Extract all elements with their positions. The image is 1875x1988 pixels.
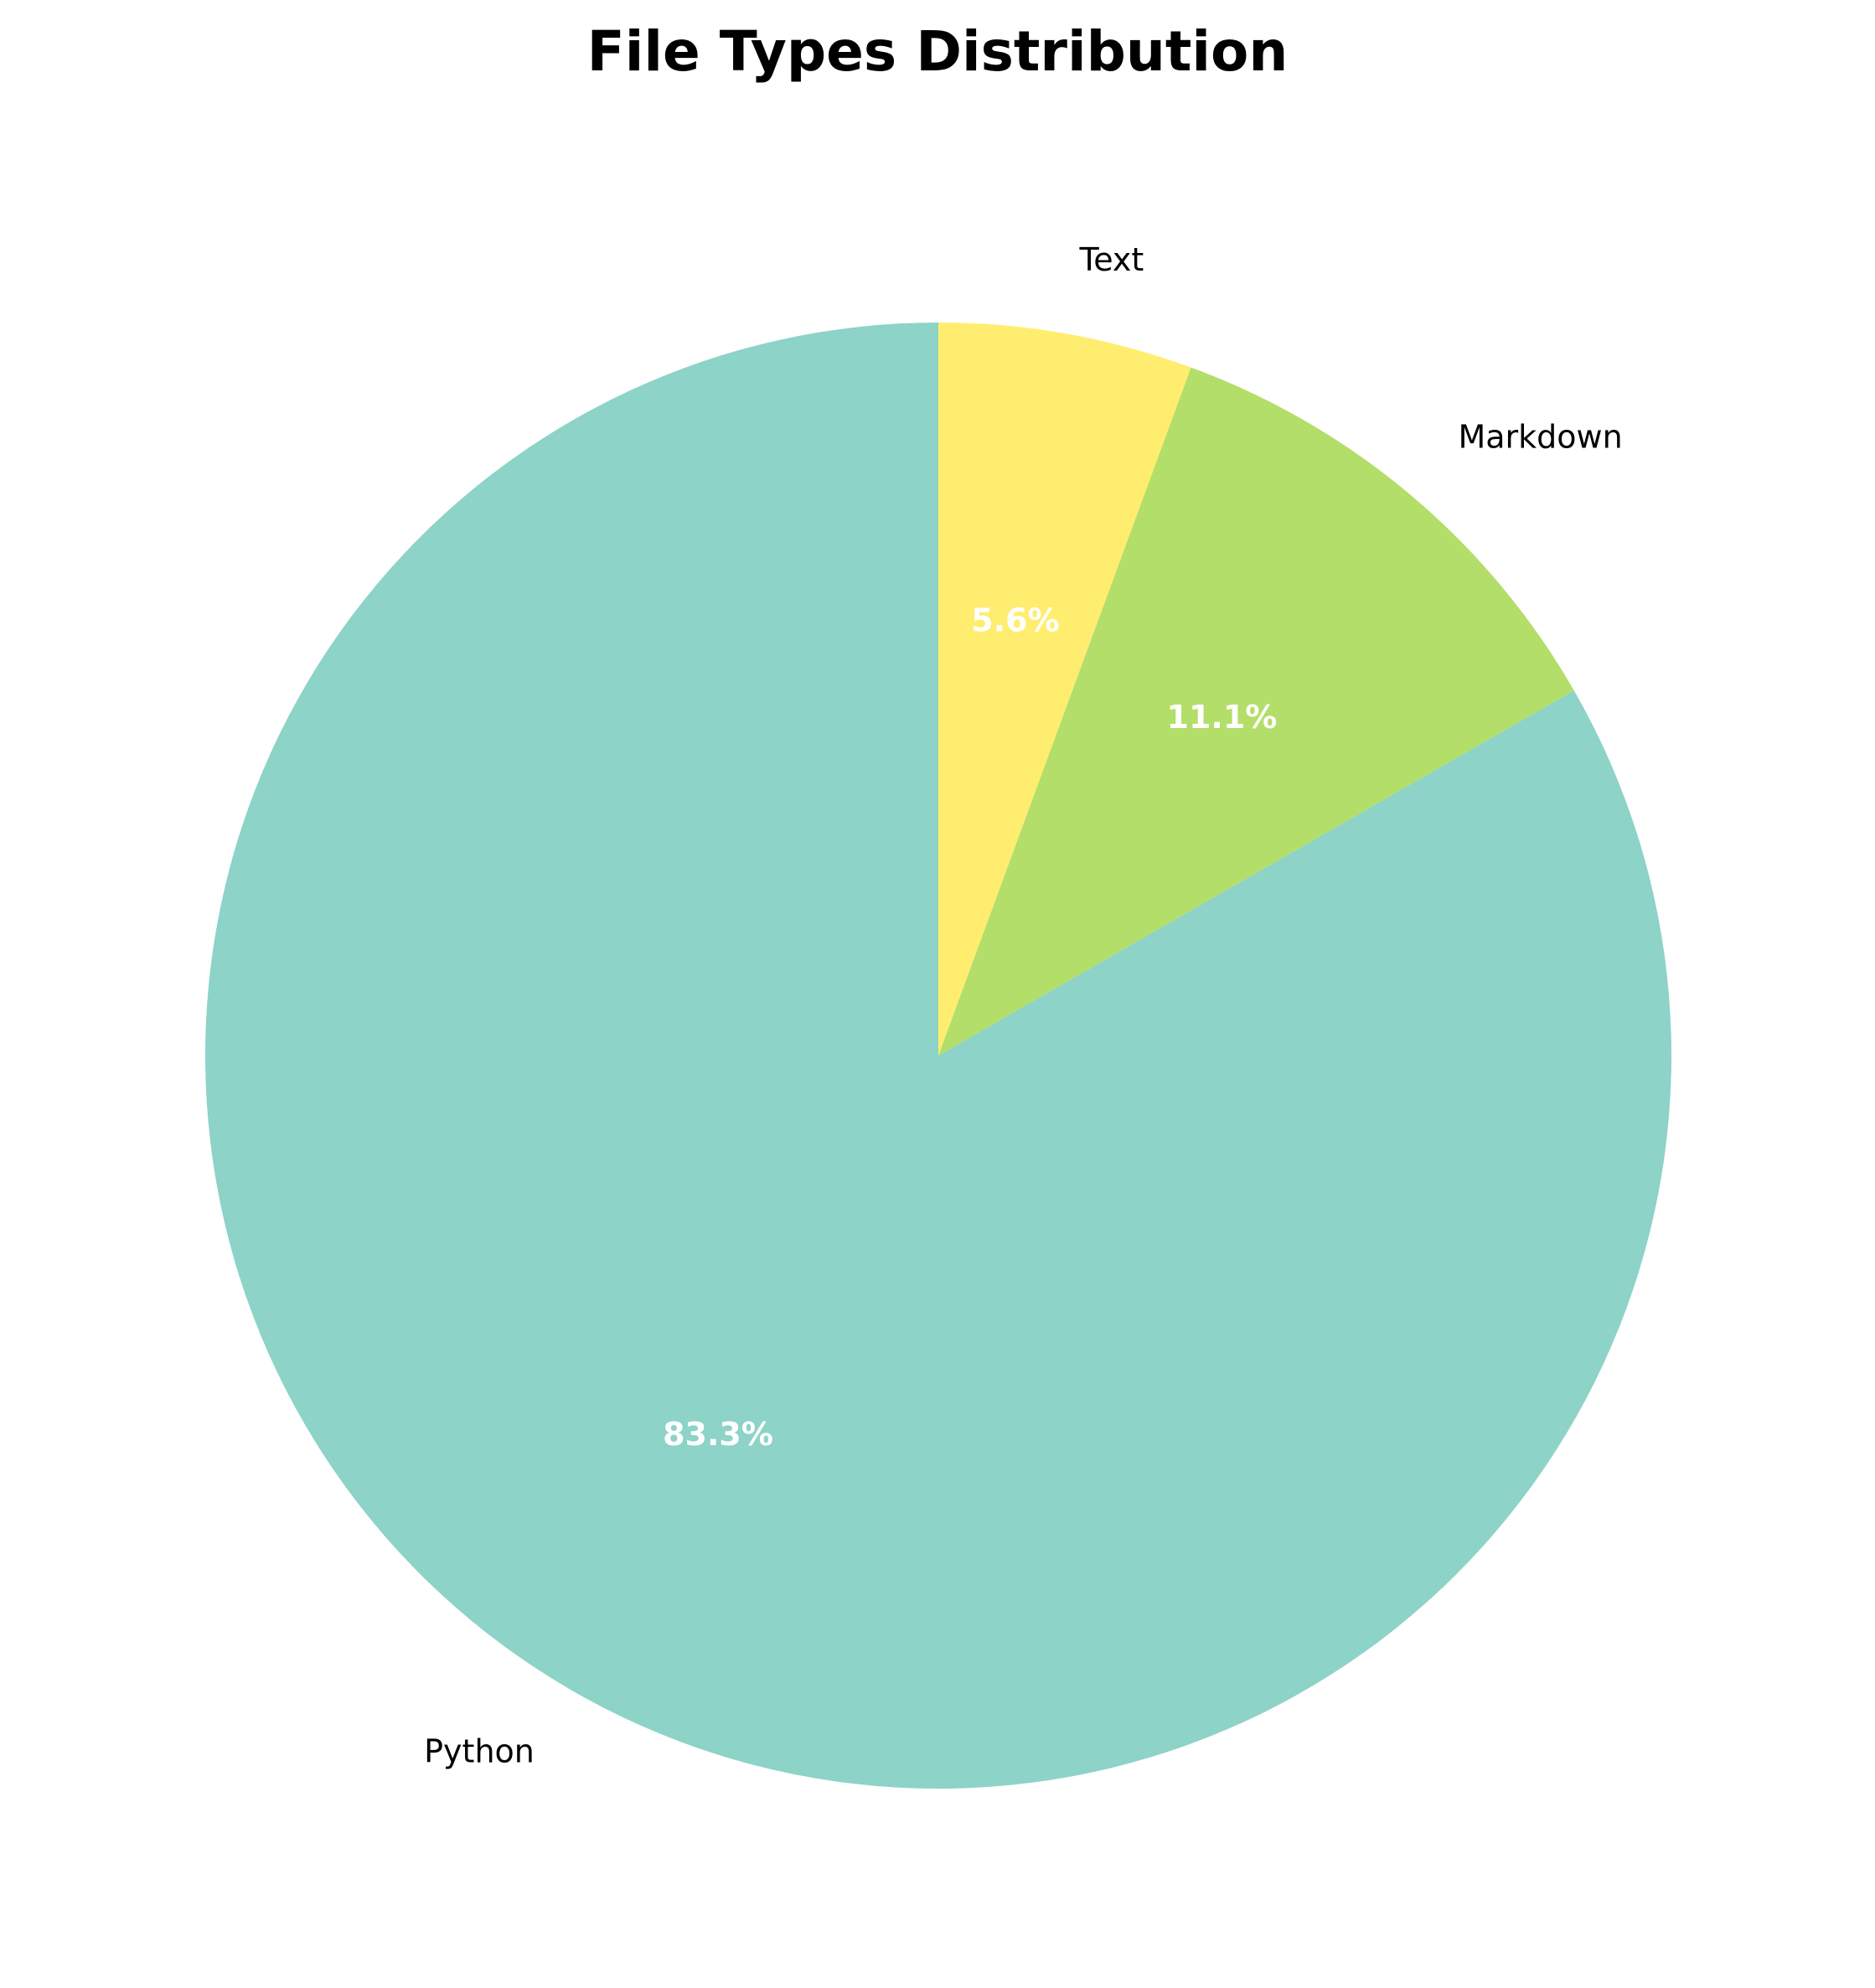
chart-title: File Types Distribution xyxy=(586,19,1289,84)
pie-labels: Python 83.3% Markdown 11.1% Text 5.6% xyxy=(424,241,1623,1770)
pie-slices xyxy=(205,323,1672,1789)
slice-pct-text: 5.6% xyxy=(971,602,1059,639)
slice-label-python: Python xyxy=(424,1733,535,1770)
pie-slice-python xyxy=(205,323,1672,1789)
slice-pct-python: 83.3% xyxy=(663,1416,773,1453)
slice-label-markdown: Markdown xyxy=(1458,419,1622,456)
slice-label-text: Text xyxy=(1078,241,1144,278)
pie-slice-text xyxy=(938,323,1191,1056)
slice-pct-markdown: 11.1% xyxy=(1167,699,1278,736)
pie-slice-markdown xyxy=(938,367,1574,1056)
